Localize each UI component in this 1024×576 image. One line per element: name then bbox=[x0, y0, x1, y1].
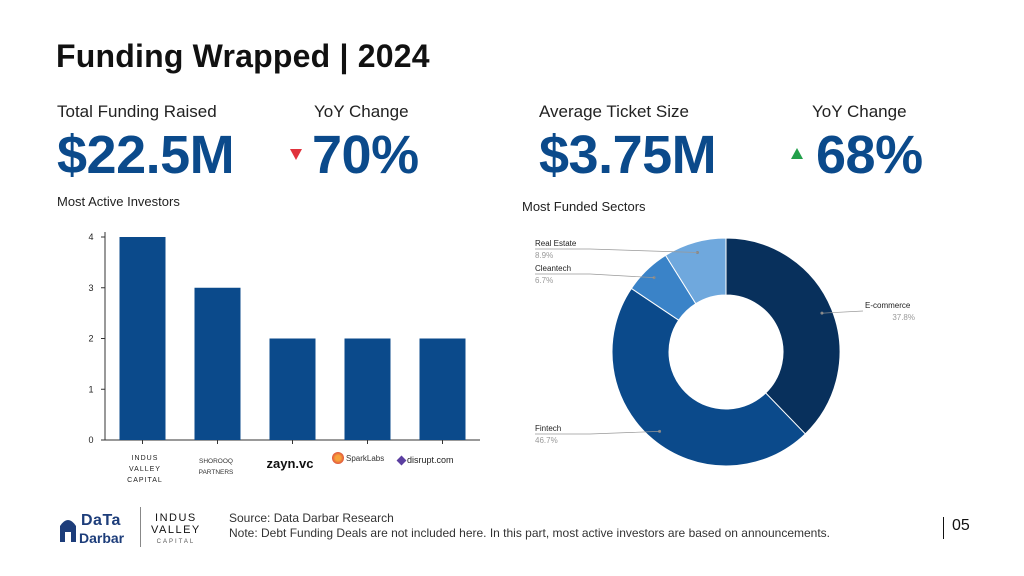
pct-cleantech: 6.7% bbox=[535, 276, 553, 285]
partner-line2: VALLEY bbox=[151, 524, 201, 536]
zayn-logo: zayn.vc bbox=[262, 455, 318, 473]
source-text: Source: Data Darbar Research bbox=[229, 511, 394, 525]
zayn-logo-text: zayn.vc bbox=[266, 456, 314, 471]
indus-valley-footer-logo: INDUS VALLEY CAPITAL bbox=[151, 512, 201, 548]
avg-yoy-value: 68% bbox=[816, 125, 923, 185]
down-arrow-icon bbox=[290, 149, 302, 160]
label-real-estate: Real Estate bbox=[535, 239, 577, 248]
dome-icon bbox=[60, 520, 76, 542]
leader-line-fintech bbox=[535, 431, 660, 435]
bar-3 bbox=[269, 338, 316, 440]
y-tick-label: 1 bbox=[88, 384, 93, 394]
total-funding-value: $22.5M bbox=[57, 125, 235, 185]
investors-chart-title: Most Active Investors bbox=[57, 194, 180, 209]
slice-fintech bbox=[611, 287, 806, 467]
bar-1 bbox=[119, 237, 166, 440]
total-funding-label: Total Funding Raised bbox=[57, 102, 217, 121]
brand-top-text: DaTa bbox=[81, 512, 121, 529]
shorooq-logo: SHOROOQ PARTNERS bbox=[187, 455, 245, 477]
indus-valley-logo-text: INDUS VALLEY CAPITAL bbox=[127, 455, 163, 484]
sparklabs-logo-text: SparkLabs bbox=[346, 453, 385, 463]
data-darbar-logo: DaTa Darbar bbox=[59, 512, 129, 548]
y-tick-label: 3 bbox=[88, 283, 93, 293]
pct-e-commerce: 37.8% bbox=[892, 313, 915, 322]
total-yoy-label: YoY Change bbox=[314, 102, 409, 121]
y-tick-label: 2 bbox=[88, 334, 93, 344]
pct-real-estate: 8.9% bbox=[535, 251, 553, 260]
y-tick-label: 4 bbox=[88, 232, 93, 242]
avg-ticket-label: Average Ticket Size bbox=[539, 102, 689, 121]
bar-2 bbox=[194, 287, 241, 440]
avg-ticket-value: $3.75M bbox=[539, 125, 717, 185]
indus-valley-logo: INDUS VALLEY CAPITAL bbox=[122, 452, 168, 485]
label-fintech: Fintech bbox=[535, 424, 561, 433]
disrupt-logo: disrupt.com bbox=[396, 455, 462, 465]
partner-line1: INDUS bbox=[155, 512, 197, 524]
bar-4 bbox=[344, 338, 391, 440]
footer-divider bbox=[140, 507, 141, 547]
slice-real-estate bbox=[664, 237, 727, 305]
leader-line-cleantech bbox=[535, 273, 655, 278]
up-arrow-icon bbox=[791, 148, 803, 159]
page-divider bbox=[943, 517, 944, 539]
avg-yoy-label: YoY Change bbox=[812, 102, 907, 121]
label-e-commerce: E-commerce bbox=[865, 301, 911, 310]
sparklabs-logo: SparkLabs bbox=[332, 452, 392, 464]
label-cleantech: Cleantech bbox=[535, 264, 571, 273]
leader-line-e-commerce bbox=[821, 310, 864, 314]
note-text: Note: Debt Funding Deals are not include… bbox=[229, 526, 831, 540]
page-number: 05 bbox=[952, 517, 970, 534]
pct-fintech: 46.7% bbox=[535, 436, 558, 445]
total-yoy-value: 70% bbox=[312, 125, 419, 185]
brand-bottom-text: Darbar bbox=[79, 530, 125, 546]
disrupt-logo-text: disrupt.com bbox=[407, 455, 454, 465]
disrupt-icon bbox=[396, 455, 407, 465]
page-title: Funding Wrapped | 2024 bbox=[56, 38, 430, 74]
sectors-chart-title: Most Funded Sectors bbox=[522, 199, 646, 214]
shorooq-logo-text: SHOROOQ PARTNERS bbox=[198, 458, 234, 476]
sparklabs-icon bbox=[332, 452, 344, 464]
bar-5 bbox=[419, 338, 466, 440]
slice-e-commerce bbox=[725, 237, 841, 435]
partner-line3: CAPITAL bbox=[156, 539, 196, 545]
leader-line-real-estate bbox=[535, 248, 698, 253]
y-tick-label: 0 bbox=[88, 435, 93, 445]
